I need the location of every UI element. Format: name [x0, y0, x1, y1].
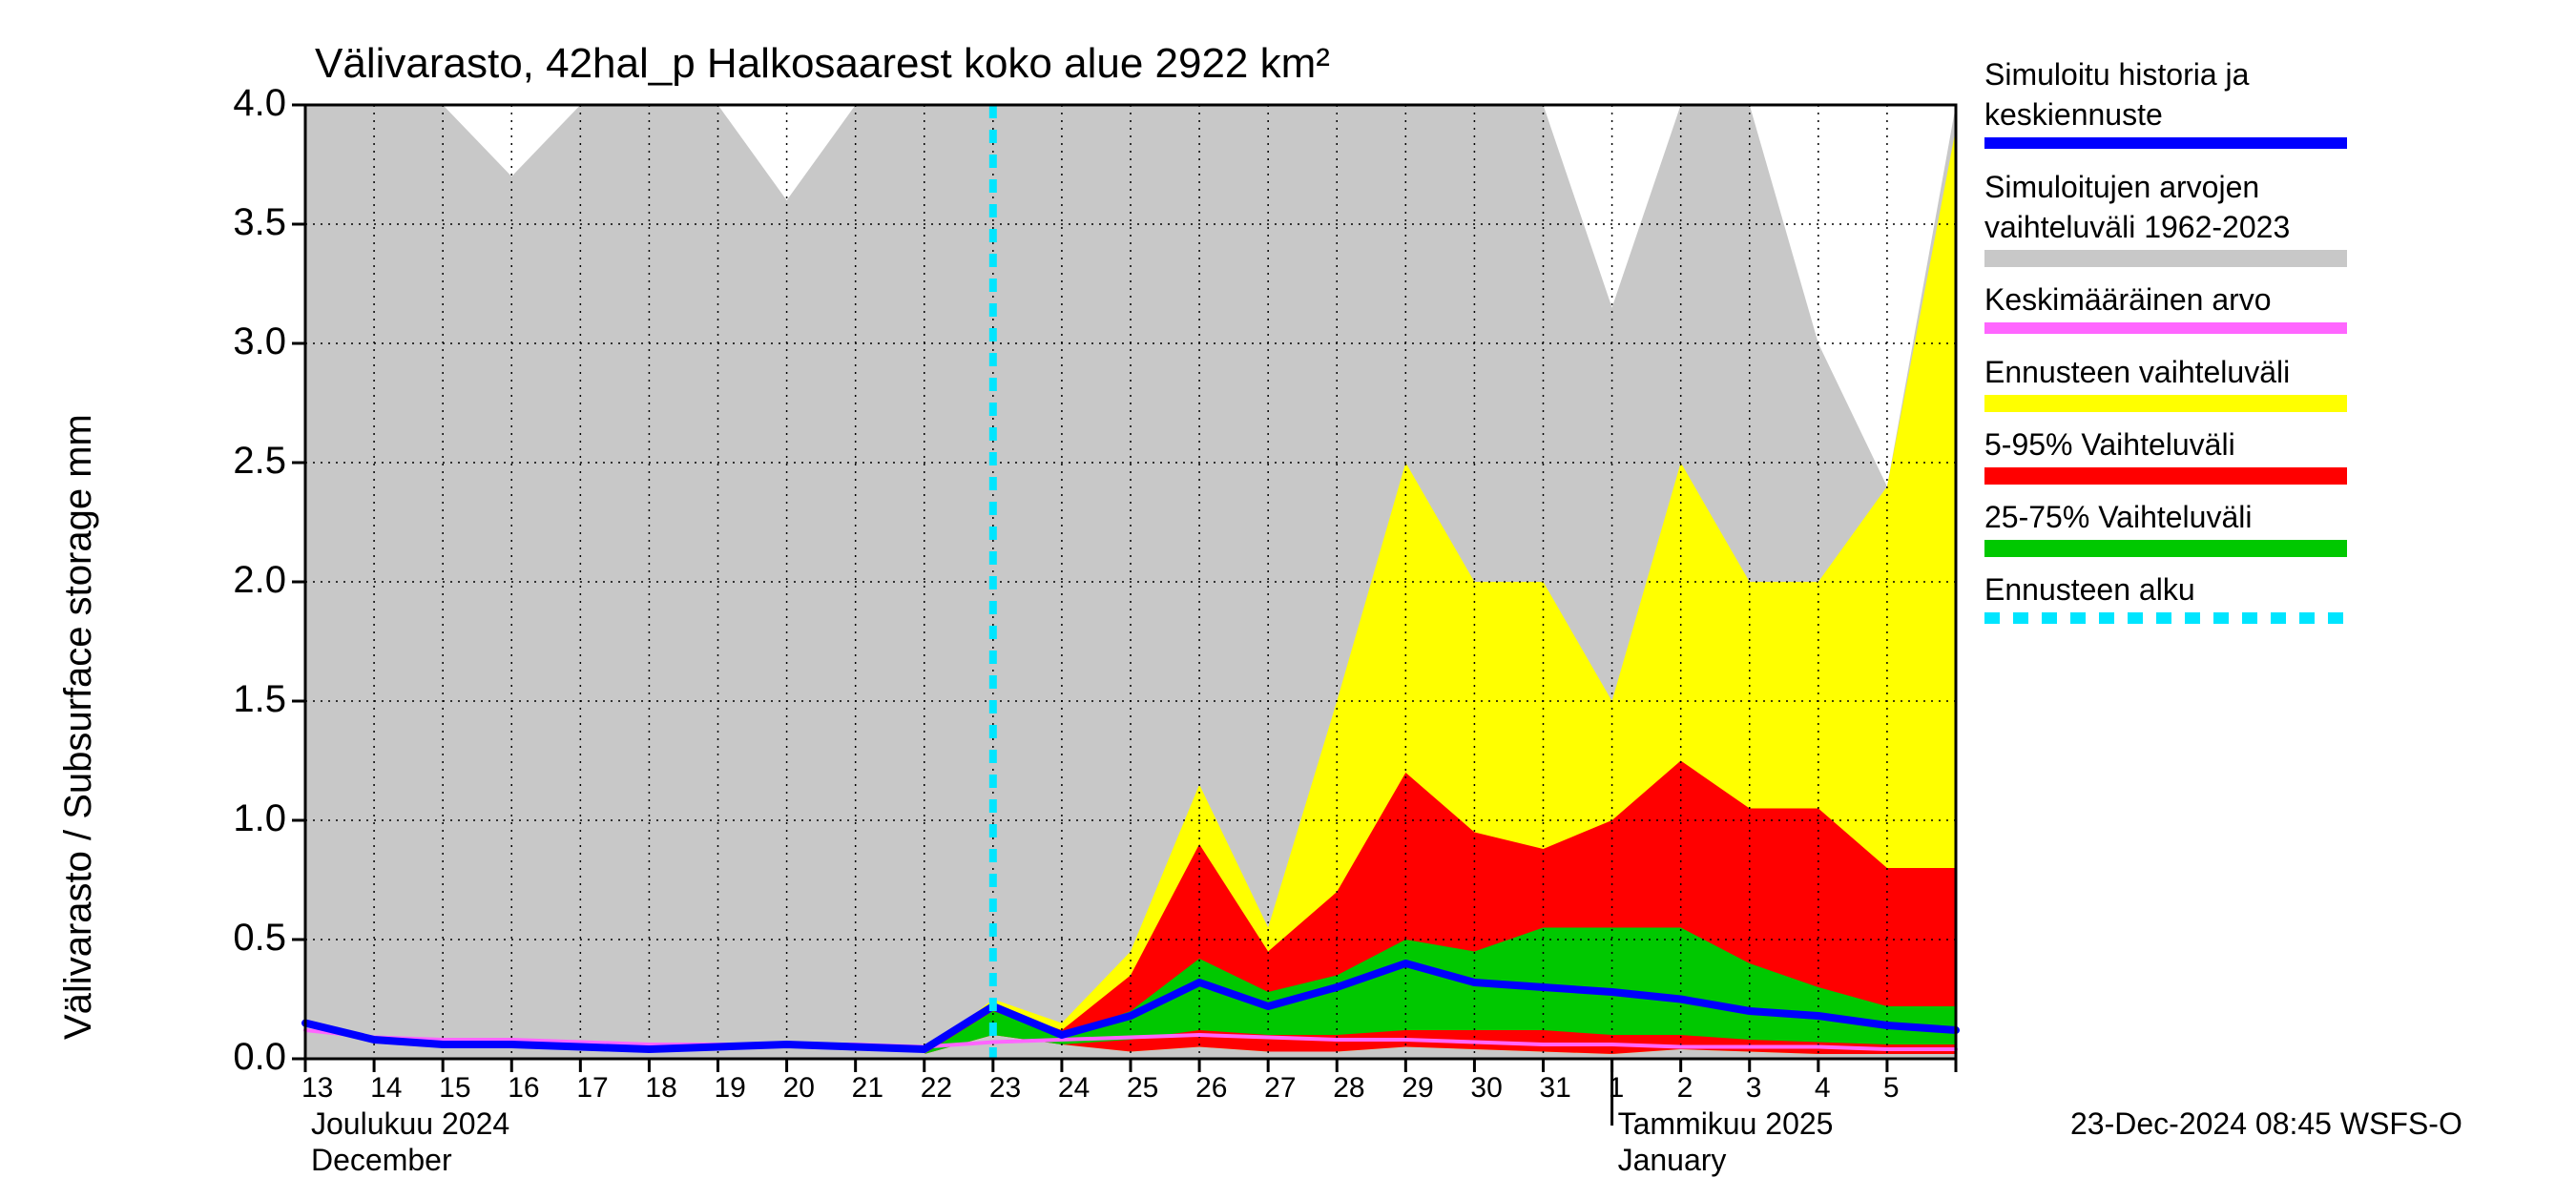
month-label: Tammikuu 2025: [1618, 1106, 1834, 1142]
legend-label: Simuloitujen arvojen: [1984, 170, 2259, 205]
legend-label: Simuloitu historia ja: [1984, 57, 2249, 93]
month-label: Joulukuu 2024: [311, 1106, 509, 1142]
month-label: January: [1618, 1143, 1727, 1178]
legend-label: Ennusteen vaihteluväli: [1984, 355, 2290, 390]
legend-swatch: [1984, 322, 2347, 334]
legend-swatch: [1984, 250, 2347, 267]
x-tick: 13: [301, 1072, 333, 1105]
x-tick: 29: [1402, 1072, 1433, 1105]
chart-container: Välivarasto / Subsurface storage mm Väli…: [0, 0, 2576, 1145]
y-tick: 2.5: [191, 440, 286, 483]
legend-label: Keskimääräinen arvo: [1984, 282, 2272, 318]
x-tick: 28: [1333, 1072, 1364, 1105]
legend-swatch: [1984, 467, 2347, 485]
x-tick: 21: [852, 1072, 883, 1105]
y-tick: 1.0: [191, 797, 286, 840]
legend-label: 25-75% Vaihteluväli: [1984, 500, 2252, 535]
x-tick: 15: [439, 1072, 470, 1105]
x-tick: 22: [921, 1072, 952, 1105]
legend-label: Ennusteen alku: [1984, 572, 2195, 608]
x-tick: 1: [1609, 1072, 1625, 1105]
y-tick: 0.0: [191, 1036, 286, 1079]
legend-label: vaihteluväli 1962-2023: [1984, 210, 2290, 245]
y-tick: 4.0: [191, 82, 286, 125]
legend-swatch: [1984, 612, 2347, 624]
y-tick: 2.0: [191, 559, 286, 602]
x-tick: 16: [508, 1072, 539, 1105]
y-tick: 3.0: [191, 320, 286, 363]
x-tick: 26: [1195, 1072, 1227, 1105]
x-tick: 17: [576, 1072, 608, 1105]
x-tick: 20: [783, 1072, 815, 1105]
timestamp-label: 23-Dec-2024 08:45 WSFS-O: [2070, 1106, 2462, 1142]
x-tick: 4: [1815, 1072, 1831, 1105]
y-tick: 1.5: [191, 678, 286, 721]
legend-swatch: [1984, 540, 2347, 557]
x-tick: 5: [1883, 1072, 1900, 1105]
x-tick: 18: [645, 1072, 676, 1105]
x-tick: 2: [1677, 1072, 1693, 1105]
x-tick: 3: [1746, 1072, 1762, 1105]
x-tick: 30: [1470, 1072, 1502, 1105]
y-tick: 0.5: [191, 917, 286, 960]
y-tick: 3.5: [191, 201, 286, 244]
x-tick: 19: [715, 1072, 746, 1105]
month-label: December: [311, 1143, 452, 1178]
x-tick: 14: [370, 1072, 402, 1105]
legend-label: 5-95% Vaihteluväli: [1984, 427, 2235, 463]
x-tick: 24: [1058, 1072, 1090, 1105]
legend-swatch: [1984, 395, 2347, 412]
x-tick: 23: [989, 1072, 1021, 1105]
x-tick: 27: [1264, 1072, 1296, 1105]
legend-swatch: [1984, 137, 2347, 149]
x-tick: 31: [1540, 1072, 1571, 1105]
x-tick: 25: [1127, 1072, 1158, 1105]
legend-label: keskiennuste: [1984, 97, 2163, 133]
